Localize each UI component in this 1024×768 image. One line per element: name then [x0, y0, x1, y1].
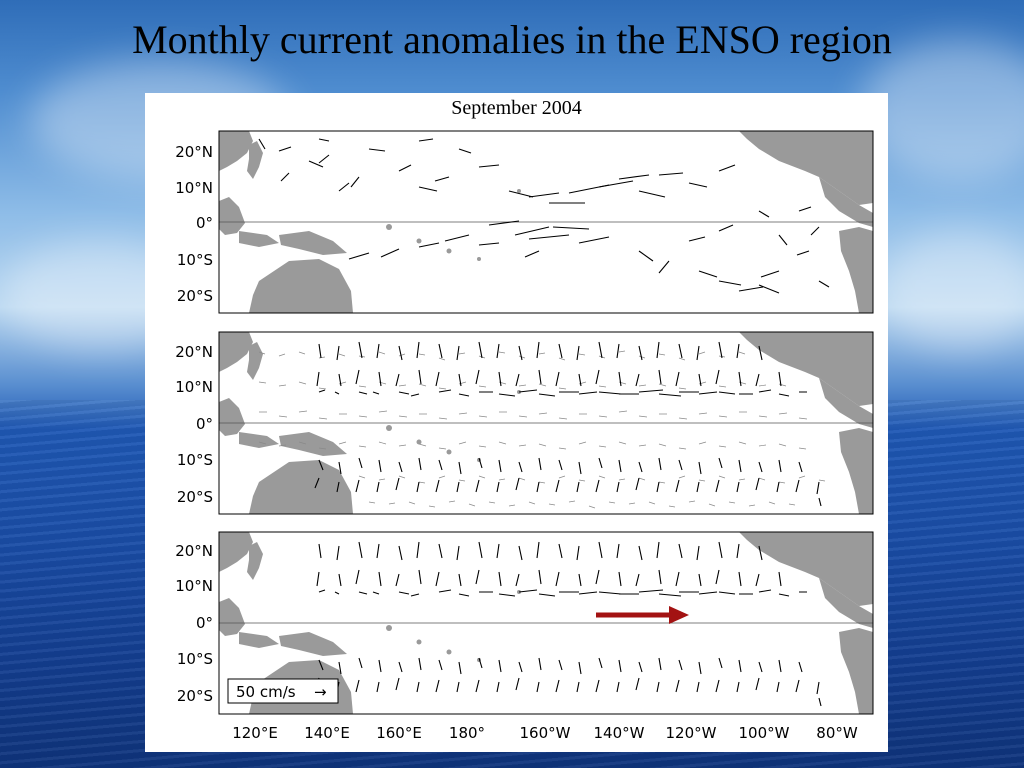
map-panel-bottom: 50 cm/s → — [218, 531, 874, 715]
scale-legend: 50 cm/s → — [227, 678, 339, 704]
lat-label-10n: 10°N — [175, 179, 213, 197]
lon-label-140w: 140°W — [594, 724, 645, 742]
lat-label-20s: 20°S — [177, 287, 213, 305]
lat-label-10s: 10°S — [177, 650, 213, 668]
lat-label-10n: 10°N — [175, 378, 213, 396]
lon-label-100w: 100°W — [739, 724, 790, 742]
sky-cloud — [880, 230, 1024, 350]
lat-label-10n: 10°N — [175, 577, 213, 595]
lat-label-0: 0° — [196, 214, 213, 232]
lat-label-20n: 20°N — [175, 542, 213, 560]
lat-label-20s: 20°S — [177, 488, 213, 506]
lon-label-180: 180° — [449, 724, 485, 742]
lon-label-160w: 160°W — [520, 724, 571, 742]
map-panel-top — [218, 130, 874, 314]
latitude-labels-middle: 20°N 10°N 0° 10°S 20°S — [175, 343, 213, 506]
lat-label-10s: 10°S — [177, 251, 213, 269]
figure-panel: September 2004 — [145, 93, 888, 752]
lat-label-20n: 20°N — [175, 343, 213, 361]
lat-label-0: 0° — [196, 415, 213, 433]
lat-label-20s: 20°S — [177, 687, 213, 705]
legend-arrow: → — [314, 683, 327, 701]
map-figure: 50 cm/s → 20°N 10°N 0° 10°S 20°S 20°N 10… — [175, 130, 874, 742]
map-panel-middle — [218, 331, 874, 515]
latitude-labels-bottom: 20°N 10°N 0° 10°S 20°S — [175, 542, 213, 705]
highlight-arrow — [596, 606, 689, 624]
lon-label-120e: 120°E — [232, 724, 278, 742]
lat-label-10s: 10°S — [177, 451, 213, 469]
slide-title: Monthly current anomalies in the ENSO re… — [132, 17, 892, 62]
legend-label: 50 cm/s — [236, 683, 296, 701]
lon-label-160e: 160°E — [376, 724, 422, 742]
lat-label-0: 0° — [196, 614, 213, 632]
lon-label-80w: 80°W — [816, 724, 858, 742]
longitude-labels: 120°E 140°E 160°E 180° 160°W 140°W 120°W… — [232, 724, 858, 742]
figure-title: September 2004 — [451, 97, 582, 119]
lon-label-140e: 140°E — [304, 724, 350, 742]
lat-label-20n: 20°N — [175, 143, 213, 161]
lon-label-120w: 120°W — [666, 724, 717, 742]
latitude-labels-top: 20°N 10°N 0° 10°S 20°S — [175, 143, 213, 305]
